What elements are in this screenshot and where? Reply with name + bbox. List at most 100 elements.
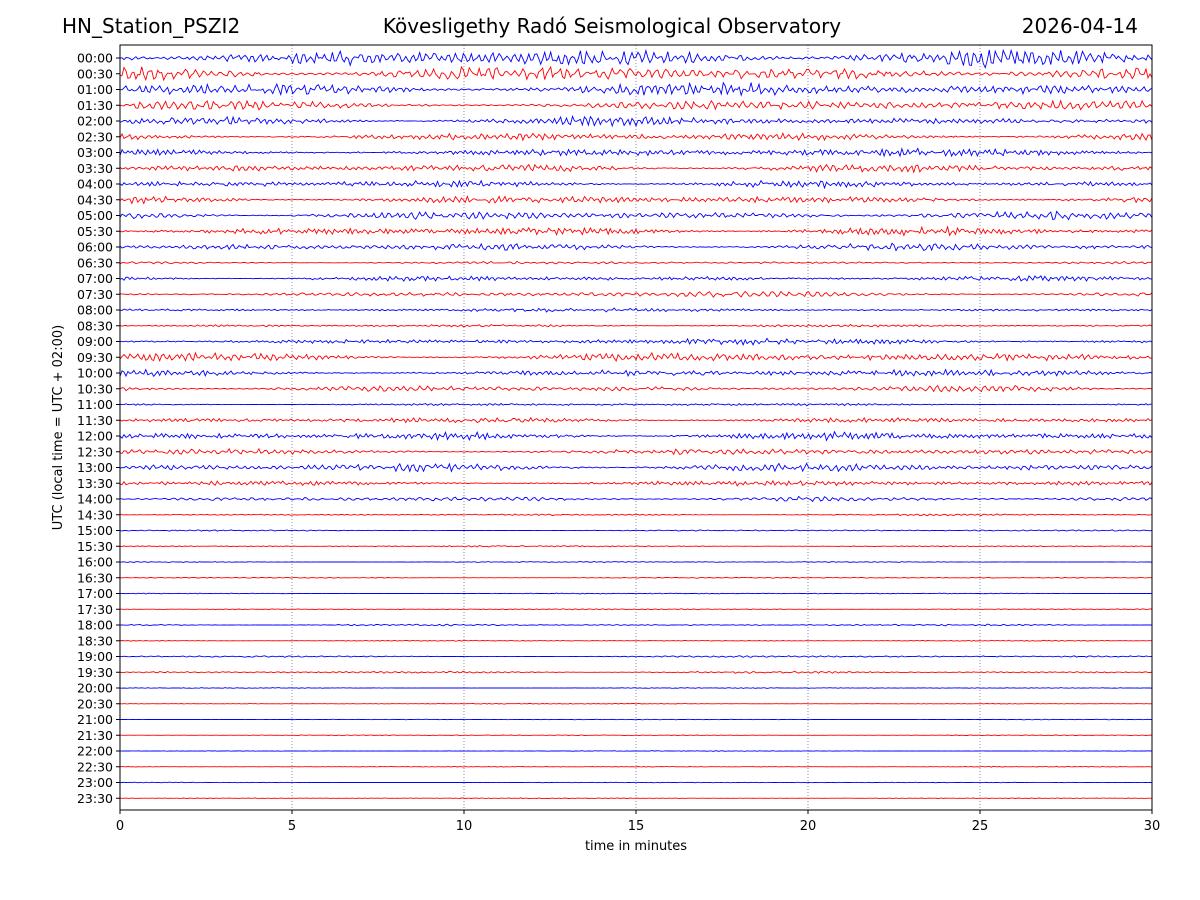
y-tick-label: 22:00 <box>77 744 113 759</box>
trace-0630 <box>119 260 1153 265</box>
trace-0130 <box>119 99 1153 111</box>
trace-0400 <box>119 179 1153 190</box>
y-tick-label: 21:30 <box>77 728 113 743</box>
trace-1230 <box>119 447 1153 456</box>
trace-0000 <box>119 48 1153 69</box>
y-tick-label: 07:30 <box>77 287 113 302</box>
trace-0230 <box>119 131 1153 142</box>
y-tick-label: 02:00 <box>77 114 113 129</box>
y-tick-label: 10:00 <box>77 366 113 381</box>
y-tick-label: 15:00 <box>77 523 113 538</box>
trace-0800 <box>119 307 1153 313</box>
x-tick-label: 5 <box>288 819 296 834</box>
y-tick-label: 08:00 <box>77 303 113 318</box>
trace-0830 <box>119 323 1153 328</box>
y-tick-label: 15:30 <box>77 539 113 554</box>
trace-0530 <box>119 225 1153 237</box>
trace-1200 <box>119 430 1153 442</box>
y-tick-label: 06:00 <box>77 240 113 255</box>
y-tick-label: 00:30 <box>77 66 113 81</box>
trace-1600 <box>119 561 1153 563</box>
x-tick-label: 20 <box>800 819 817 834</box>
trace-1130 <box>119 416 1153 424</box>
trace-2230 <box>119 765 1153 768</box>
y-tick-label: 07:00 <box>77 271 113 286</box>
trace-1830 <box>119 639 1153 642</box>
y-tick-label: 20:30 <box>77 696 113 711</box>
trace-0900 <box>119 337 1153 346</box>
trace-2100 <box>120 718 1153 721</box>
trace-1330 <box>119 479 1153 487</box>
y-tick-label: 14:30 <box>77 507 113 522</box>
x-axis-ticks: 0 5 10 15 20 25 30 <box>116 810 1160 834</box>
y-tick-label: 23:30 <box>77 791 113 806</box>
trace-1000 <box>119 368 1153 378</box>
trace-0200 <box>119 115 1153 128</box>
y-tick-label: 13:00 <box>77 460 113 475</box>
y-tick-label: 14:00 <box>77 492 113 507</box>
y-tick-label: 22:30 <box>77 759 113 774</box>
trace-1800 <box>119 623 1153 627</box>
y-tick-label: 04:30 <box>77 192 113 207</box>
record-date: 2026-04-14 <box>1021 14 1138 38</box>
y-tick-label: 06:30 <box>77 255 113 270</box>
trace-1430 <box>119 513 1153 517</box>
grid-lines <box>291 45 981 810</box>
trace-2300 <box>119 781 1152 784</box>
y-tick-label: 03:00 <box>77 145 113 160</box>
x-tick-label: 0 <box>116 819 124 834</box>
x-axis-label: time in minutes <box>585 839 687 854</box>
y-tick-label: 11:30 <box>77 413 113 428</box>
trace-0430 <box>119 195 1153 205</box>
seismic-traces <box>119 48 1153 800</box>
trace-0600 <box>119 242 1153 252</box>
y-tick-label: 10:30 <box>77 381 113 396</box>
y-tick-label: 05:30 <box>77 224 113 239</box>
y-tick-label: 05:00 <box>77 208 113 223</box>
y-tick-label: 08:30 <box>77 318 113 333</box>
station-name: HN_Station_PSZI2 <box>62 14 241 38</box>
y-tick-label: 02:30 <box>77 129 113 144</box>
trace-1930 <box>119 670 1153 674</box>
y-tick-label: 03:30 <box>77 161 113 176</box>
y-tick-label: 16:30 <box>77 570 113 585</box>
trace-0700 <box>119 275 1152 282</box>
trace-1900 <box>119 655 1153 658</box>
y-tick-label: 04:00 <box>77 177 113 192</box>
trace-1530 <box>119 545 1153 548</box>
y-tick-label: 21:00 <box>77 712 113 727</box>
trace-0330 <box>119 163 1153 174</box>
y-tick-label: 11:00 <box>77 397 113 412</box>
y-tick-label: 12:00 <box>77 429 113 444</box>
trace-1030 <box>119 384 1153 393</box>
y-tick-label: 00:00 <box>77 51 113 66</box>
y-axis-ticks: 00:0000:3001:0001:3002:0002:3003:0003:30… <box>77 51 120 806</box>
y-tick-label: 17:00 <box>77 586 113 601</box>
y-tick-label: 18:30 <box>77 633 113 648</box>
y-tick-label: 23:00 <box>77 775 113 790</box>
trace-1300 <box>119 462 1153 473</box>
y-tick-label: 16:00 <box>77 555 113 570</box>
x-tick-label: 30 <box>1144 819 1161 834</box>
trace-0030 <box>119 65 1153 82</box>
y-tick-label: 19:30 <box>77 665 113 680</box>
y-tick-label: 09:00 <box>77 334 113 349</box>
x-tick-label: 15 <box>628 819 645 834</box>
trace-2000 <box>119 687 1153 689</box>
y-tick-label: 13:30 <box>77 476 113 491</box>
y-tick-label: 09:30 <box>77 350 113 365</box>
trace-2330 <box>119 797 1153 800</box>
trace-1700 <box>119 592 1153 595</box>
trace-0730 <box>119 290 1153 298</box>
y-axis-label: UTC (local time = UTC + 02:00) <box>51 325 66 530</box>
trace-2130 <box>120 734 1153 737</box>
y-tick-label: 20:00 <box>77 681 113 696</box>
trace-1100 <box>119 402 1152 407</box>
trace-2200 <box>119 750 1153 752</box>
trace-1630 <box>119 576 1152 579</box>
trace-0930 <box>119 351 1153 363</box>
y-tick-label: 17:30 <box>77 602 113 617</box>
y-tick-label: 19:00 <box>77 649 113 664</box>
trace-0300 <box>119 147 1153 158</box>
trace-1400 <box>119 495 1153 503</box>
